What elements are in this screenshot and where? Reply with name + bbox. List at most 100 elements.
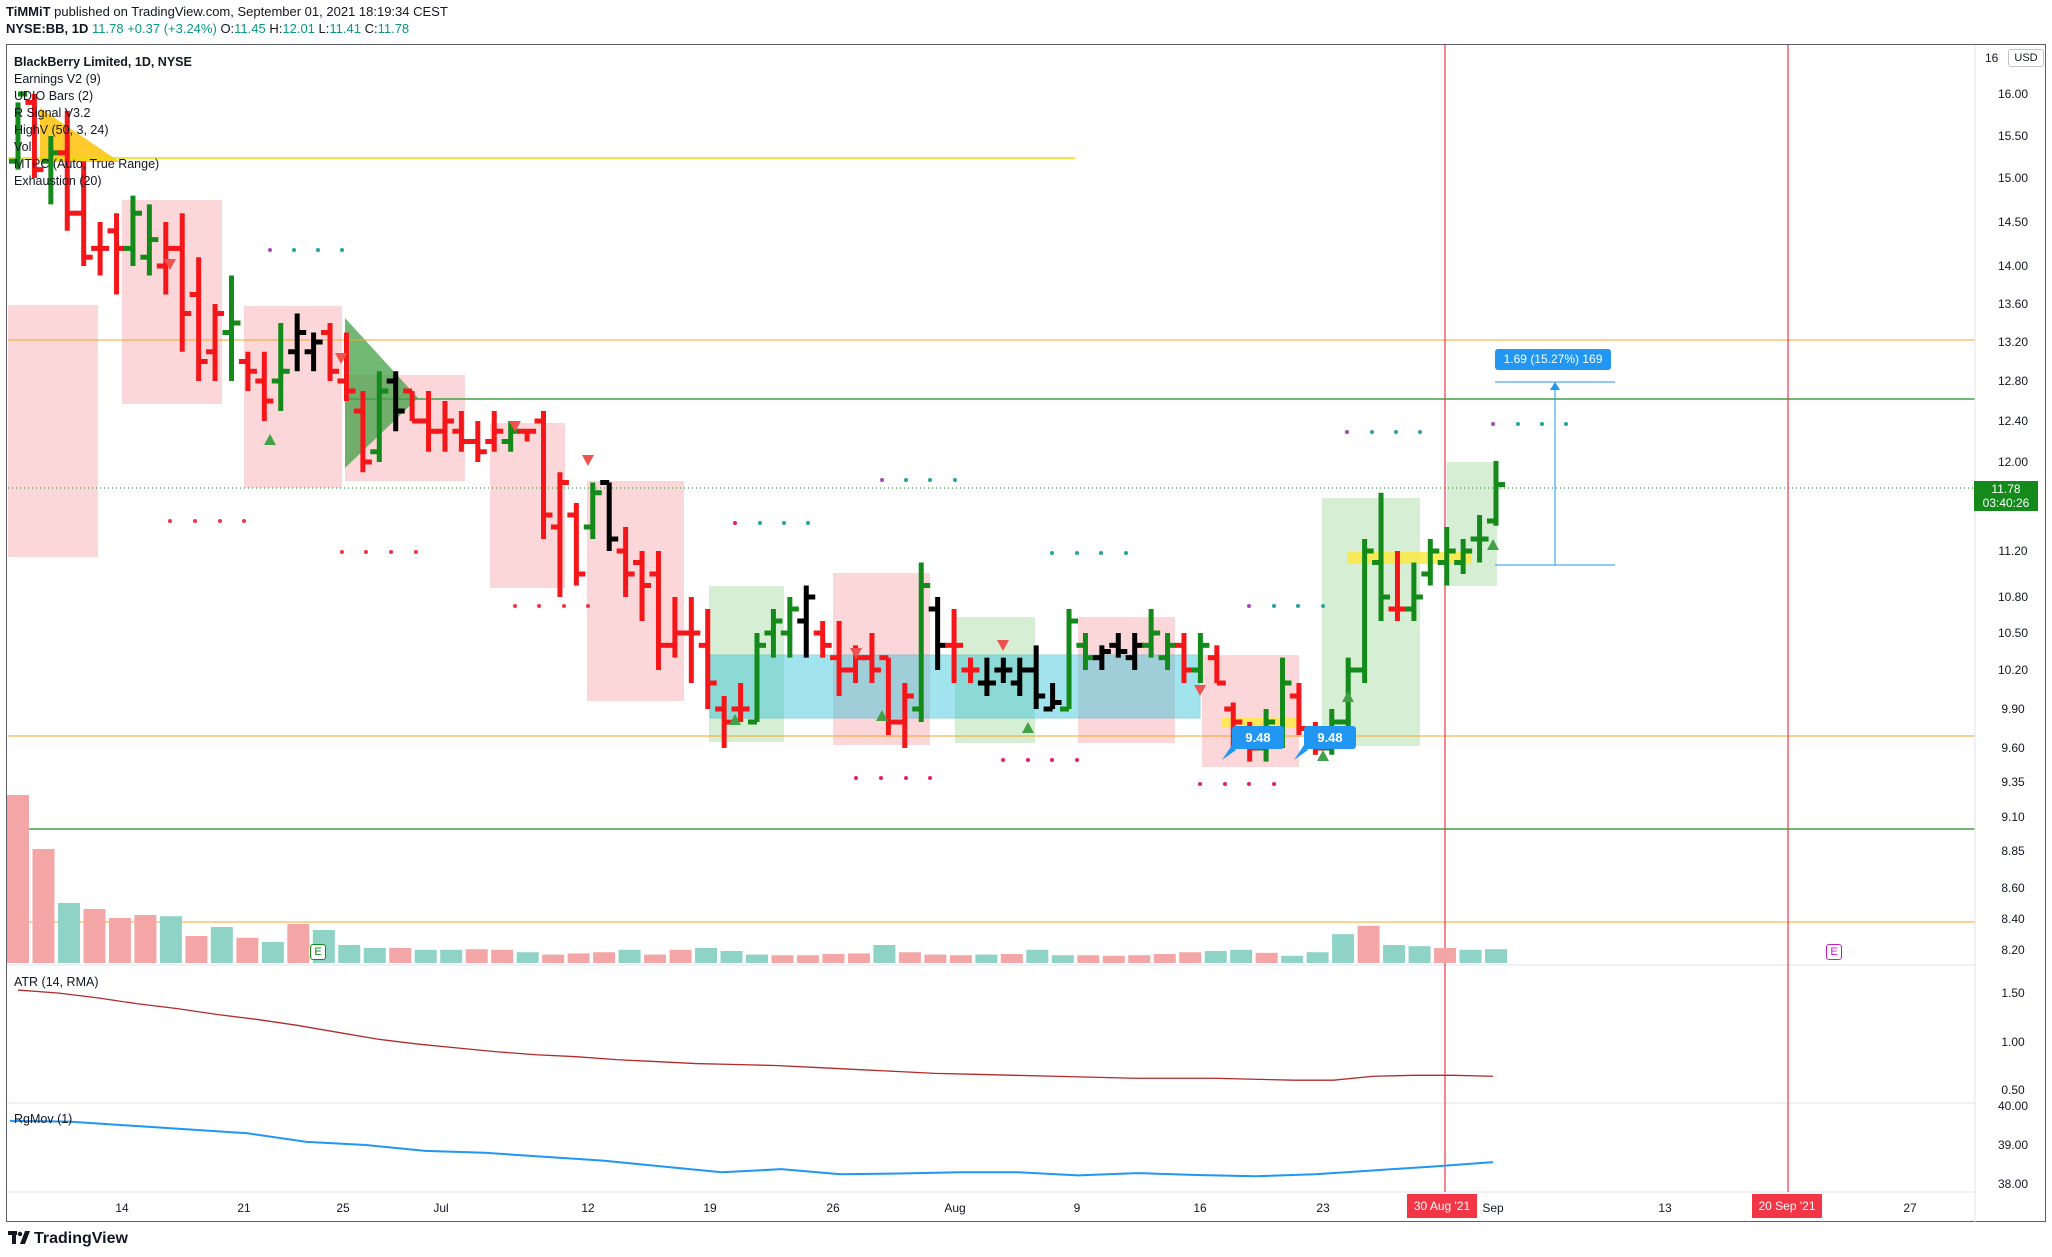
volume-bar — [949, 955, 972, 963]
volume-bar — [898, 952, 921, 963]
volume-bar — [1230, 949, 1253, 963]
volume-bar — [1026, 949, 1049, 963]
ohlc-bar — [633, 551, 652, 621]
exhaustion-dot — [1026, 758, 1030, 762]
ohlc-bar — [977, 657, 996, 696]
ohlc-bar — [321, 323, 340, 381]
change-text: +0.37 (+3.24%) — [127, 21, 217, 36]
atr-pane-label[interactable]: ATR (14, RMA) — [14, 975, 99, 989]
open-value: 11.45 — [234, 21, 266, 36]
volume-bar — [1204, 951, 1227, 963]
ohlc-bar — [1355, 539, 1374, 683]
volume-bar — [185, 936, 208, 963]
tradingview-logo-icon — [8, 1231, 30, 1247]
legend-item-udio[interactable]: UDIO Bars (2) — [14, 89, 94, 103]
atr-axis-label: 1.50 — [2001, 986, 2025, 1000]
ohlc-bar — [1142, 609, 1161, 658]
measure-arrow-head — [1550, 382, 1560, 390]
price-tag-pointer — [1294, 745, 1308, 760]
volume-bar — [1332, 934, 1355, 963]
ohlc-bar — [222, 275, 241, 381]
signal-zone — [244, 306, 342, 488]
ohlc-bar — [912, 562, 931, 722]
signal-zone — [490, 423, 565, 588]
ohlc-bar — [1191, 633, 1210, 683]
open-label: O: — [220, 21, 235, 36]
legend-item-rsignal[interactable]: R Signal V3.2 — [14, 106, 91, 120]
ohlc-bar — [1454, 539, 1473, 574]
date-tag-20sep: 20 Sep '21 — [1752, 1194, 1822, 1218]
exhaustion-dot — [1345, 430, 1349, 434]
volume-bar — [669, 949, 692, 963]
exhaustion-dot — [953, 478, 957, 482]
exhaustion-dot — [880, 478, 884, 482]
legend-item-earnings[interactable]: Earnings V2 (9) — [14, 72, 101, 86]
ohlc-bar — [9, 91, 27, 170]
ohlc-bar — [1092, 645, 1111, 670]
exhaustion-dot — [1124, 551, 1128, 555]
exhaustion-dot — [1516, 422, 1520, 426]
volume-bar — [746, 954, 768, 963]
volume-bar — [644, 954, 667, 963]
earnings-badge-upcoming[interactable]: E — [1826, 944, 1842, 960]
time-axis-label: Sep — [1482, 1201, 1504, 1215]
ohlc-bar — [862, 633, 881, 683]
buy-signal-icon — [1022, 722, 1034, 733]
ohlc-bar — [895, 683, 914, 748]
rgmov-pane-label[interactable]: RgMov (1) — [14, 1112, 73, 1126]
exhaustion-dot — [1050, 758, 1054, 762]
exhaustion-dot — [1564, 422, 1568, 426]
publish-header: TiMMiT published on TradingView.com, Sep… — [6, 3, 448, 37]
price-axis-label: 8.20 — [2001, 943, 2025, 957]
buy-signal-icon — [1317, 750, 1329, 761]
ohlc-bar — [271, 323, 290, 411]
exhaustion-dot — [218, 519, 222, 523]
volume-bar — [465, 949, 488, 963]
tradingview-footer[interactable]: TradingView — [8, 1230, 128, 1248]
price-tag-1[interactable]: 9.48 — [1232, 726, 1284, 749]
volume-bar — [720, 951, 743, 963]
ohlc-bar — [1027, 645, 1046, 709]
measure-label[interactable]: 1.69 (15.27%) 169 — [1495, 349, 1611, 370]
price-axis-label: 12.80 — [1998, 374, 2028, 388]
ohlc-bar — [189, 257, 208, 381]
legend-item-exhaustion[interactable]: Exhaustion (20) — [14, 174, 102, 188]
volume-bar — [796, 955, 819, 963]
earnings-badge-past[interactable]: E — [310, 944, 326, 960]
volume-bar — [134, 915, 157, 963]
legend-item-mtpc[interactable]: MTPC (Auto, True Range) — [14, 157, 160, 171]
price-tag-pointer — [1222, 745, 1236, 760]
price-tag-2[interactable]: 9.48 — [1304, 726, 1356, 749]
volume-bar — [338, 945, 361, 963]
volume-bar — [567, 953, 590, 963]
price-axis-label: 10.50 — [1998, 626, 2028, 640]
sell-signal-icon — [164, 259, 176, 270]
publisher-name[interactable]: TiMMiT — [6, 4, 51, 19]
volume-bar — [210, 927, 233, 963]
volume-bar — [542, 954, 565, 963]
volume-bar — [1306, 952, 1329, 963]
price-axis-label: 8.85 — [2001, 844, 2025, 858]
ohlc-bar — [25, 94, 44, 178]
time-axis-label: 21 — [237, 1201, 251, 1215]
volume-bar — [491, 949, 514, 963]
ohlc-bar — [468, 421, 487, 462]
currency-button[interactable]: USD — [2008, 49, 2044, 67]
ohlc-bar — [1372, 492, 1391, 621]
symbol-title[interactable]: BlackBerry Limited, 1D, NYSE — [14, 55, 192, 69]
exhaustion-dot — [1075, 758, 1079, 762]
exhaustion-dot — [389, 550, 393, 554]
legend-item-highv[interactable]: HighV (50, 3, 24) — [14, 123, 109, 137]
price-axis-label: 16.00 — [1998, 87, 2028, 101]
volume-bar — [57, 903, 80, 963]
price-axis-label: 9.90 — [2001, 702, 2025, 716]
ohlc-bar — [764, 609, 783, 658]
volume-bar — [1408, 946, 1431, 963]
volume-bar — [1383, 945, 1406, 963]
exhaustion-dot — [1050, 551, 1054, 555]
exhaustion-dot — [1223, 782, 1227, 786]
triangle-pattern — [40, 108, 120, 162]
legend-item-vol[interactable]: Vol — [14, 140, 32, 154]
volume-bar — [1459, 949, 1482, 963]
